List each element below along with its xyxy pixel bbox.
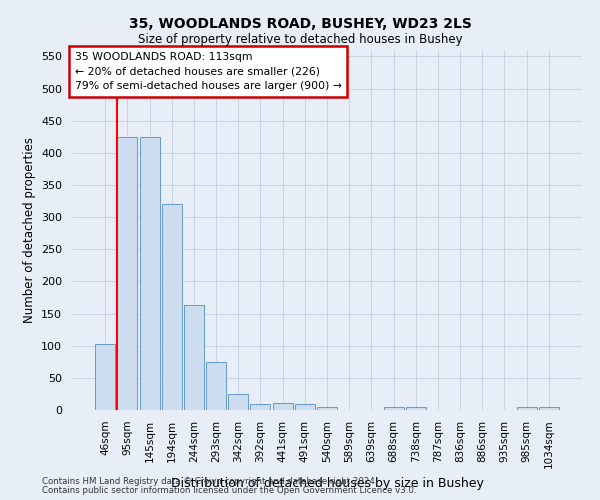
Bar [272,403,293,410]
Text: 35, WOODLANDS ROAD, BUSHEY, WD23 2LS: 35, WOODLANDS ROAD, BUSHEY, WD23 2LS [128,18,472,32]
Bar [228,394,248,410]
Bar [250,404,271,410]
Bar [118,137,137,410]
Text: Contains public sector information licensed under the Open Government Licence v3: Contains public sector information licen… [42,486,416,495]
Text: Size of property relative to detached houses in Bushey: Size of property relative to detached ho… [137,32,463,46]
Bar [206,362,226,410]
X-axis label: Distribution of detached houses by size in Bushey: Distribution of detached houses by size … [170,476,484,490]
Bar [406,407,426,410]
Bar [184,305,204,410]
Y-axis label: Number of detached properties: Number of detached properties [23,137,35,323]
Bar [140,137,160,410]
Bar [517,407,536,410]
Bar [317,407,337,410]
Text: 35 WOODLANDS ROAD: 113sqm
← 20% of detached houses are smaller (226)
79% of semi: 35 WOODLANDS ROAD: 113sqm ← 20% of detac… [74,52,341,92]
Bar [162,204,182,410]
Bar [295,404,315,410]
Bar [539,407,559,410]
Text: Contains HM Land Registry data © Crown copyright and database right 2024.: Contains HM Land Registry data © Crown c… [42,477,377,486]
Bar [383,407,404,410]
Bar [95,344,115,410]
